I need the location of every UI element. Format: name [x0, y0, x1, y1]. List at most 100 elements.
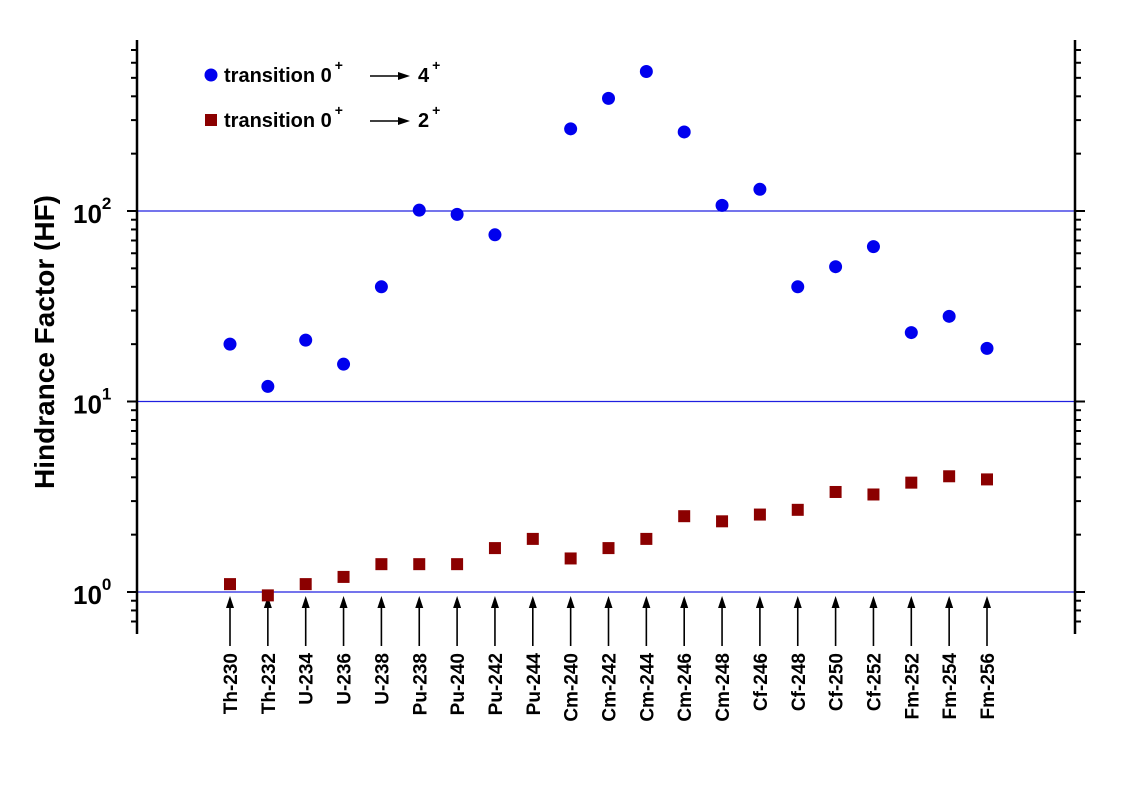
- x-tick-label: Fm-256: [978, 653, 999, 720]
- x-tick-label: Pu-240: [448, 653, 469, 715]
- data-point-2plus: [602, 542, 615, 555]
- data-point-2plus: [488, 542, 501, 555]
- data-point-4plus: [677, 125, 691, 139]
- category-arrowhead: [755, 596, 764, 608]
- legend-target: 2 +: [418, 102, 440, 132]
- category-arrowhead: [339, 596, 348, 608]
- category-arrowhead: [907, 596, 916, 608]
- x-tick-label: Cm-248: [713, 653, 734, 722]
- legend-target: 4 +: [418, 57, 440, 87]
- category-arrowhead: [718, 596, 727, 608]
- data-point-4plus: [374, 280, 388, 294]
- x-tick-label: Th-230: [221, 653, 242, 714]
- data-point-4plus: [602, 91, 615, 105]
- data-point-2plus: [337, 570, 350, 583]
- data-point-4plus: [488, 228, 502, 242]
- category-arrowhead: [604, 596, 613, 608]
- data-point-2plus: [943, 470, 956, 483]
- data-point-4plus: [261, 379, 275, 393]
- y-tick-label: 102: [73, 194, 111, 229]
- data-point-4plus: [980, 341, 994, 355]
- data-point-4plus: [942, 309, 956, 323]
- legend-arrowhead: [398, 117, 410, 125]
- legend-label: transition 0 +: [224, 57, 343, 87]
- x-tick-label: Cm-244: [637, 653, 658, 722]
- legend: transition 0 + 4 + transition 0 + 2 +: [204, 57, 440, 132]
- category-arrowhead: [831, 596, 840, 608]
- tick-marks: [127, 49, 1085, 623]
- x-tick-label: Cf-250: [827, 653, 848, 711]
- data-point-4plus: [639, 64, 653, 78]
- category-arrowhead: [377, 596, 386, 608]
- legend-marker-square: [205, 114, 217, 126]
- gridlines: [137, 210, 1075, 593]
- data-point-4plus: [715, 198, 729, 212]
- category-arrowhead: [869, 596, 878, 608]
- x-tick-label: Cf-246: [751, 653, 772, 711]
- category-arrowhead: [566, 596, 575, 608]
- data-point-4plus: [412, 203, 426, 217]
- data-point-2plus: [829, 485, 842, 498]
- data-point-2plus: [867, 488, 880, 501]
- data-point-2plus: [413, 558, 426, 571]
- y-axis-label: Hindrance Factor (HF): [29, 195, 60, 489]
- data-point-2plus: [716, 515, 729, 528]
- x-tick-label: Fm-254: [940, 653, 961, 720]
- data-point-2plus: [753, 508, 766, 521]
- category-arrowhead: [415, 596, 424, 608]
- y-tick-label: 100: [73, 575, 111, 610]
- x-tick-label: U-234: [297, 653, 318, 705]
- x-tick-label: Pu-244: [524, 653, 545, 716]
- category-arrowhead: [680, 596, 689, 608]
- data-point-4plus: [866, 240, 880, 254]
- data-series: [223, 64, 994, 602]
- x-tick-label: U-238: [372, 653, 393, 705]
- x-tick-label: Fm-252: [902, 653, 923, 720]
- x-tick-label: U-236: [335, 653, 356, 705]
- data-point-2plus: [791, 503, 804, 516]
- y-tick-label: 101: [73, 385, 111, 420]
- category-arrowhead: [642, 596, 651, 608]
- data-point-2plus: [981, 473, 993, 486]
- x-tick-labels: Th-230 Th-232 U-234 U-236 U-238 Pu-238 Pu-240 P…: [221, 653, 999, 722]
- data-point-4plus: [564, 122, 578, 136]
- category-arrowhead: [301, 596, 310, 608]
- x-tick-label: Th-232: [259, 653, 280, 714]
- data-point-4plus: [337, 357, 351, 371]
- category-arrowhead: [983, 596, 991, 608]
- data-point-2plus: [224, 578, 236, 591]
- data-point-2plus: [678, 510, 691, 523]
- legend-arrowhead: [398, 72, 410, 80]
- data-point-4plus: [791, 280, 805, 294]
- x-tick-label: Cf-248: [789, 653, 810, 711]
- data-point-2plus: [261, 589, 274, 602]
- category-arrowhead: [226, 596, 234, 608]
- category-arrowhead: [793, 596, 802, 608]
- x-tick-label: Pu-242: [486, 653, 507, 715]
- data-point-2plus: [640, 532, 653, 545]
- data-point-4plus: [829, 260, 843, 274]
- legend-label: transition 0 +: [224, 102, 343, 132]
- data-point-2plus: [451, 558, 464, 571]
- y-tick-labels: 100 101 102: [73, 194, 111, 610]
- data-point-2plus: [905, 476, 918, 489]
- data-point-4plus: [904, 326, 918, 340]
- data-point-4plus: [753, 182, 767, 196]
- data-point-2plus: [564, 552, 577, 565]
- category-arrowhead: [945, 596, 954, 608]
- category-arrows: [226, 596, 991, 646]
- x-tick-label: Cm-246: [675, 653, 696, 722]
- data-point-2plus: [299, 578, 312, 591]
- category-arrowhead: [263, 596, 272, 608]
- data-point-4plus: [299, 333, 313, 347]
- data-point-2plus: [526, 532, 539, 545]
- x-tick-label: Pu-238: [410, 653, 431, 715]
- x-tick-label: Cf-252: [864, 653, 885, 711]
- data-point-4plus: [223, 337, 237, 351]
- x-tick-label: Cm-242: [600, 653, 621, 722]
- category-arrowhead: [453, 596, 462, 608]
- category-arrowhead: [490, 596, 499, 608]
- category-arrowhead: [528, 596, 537, 608]
- data-point-2plus: [375, 558, 388, 571]
